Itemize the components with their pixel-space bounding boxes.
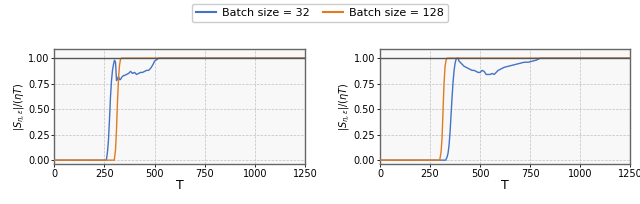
Y-axis label: $|S_{\eta,\epsilon}|/(\eta T)$: $|S_{\eta,\epsilon}|/(\eta T)$ [338,82,352,131]
X-axis label: T: T [501,179,509,192]
Y-axis label: $|S_{\eta,\epsilon}|/(\eta T)$: $|S_{\eta,\epsilon}|/(\eta T)$ [12,82,26,131]
X-axis label: T: T [176,179,184,192]
Legend: Batch size = 32, Batch size = 128: Batch size = 32, Batch size = 128 [192,3,448,22]
